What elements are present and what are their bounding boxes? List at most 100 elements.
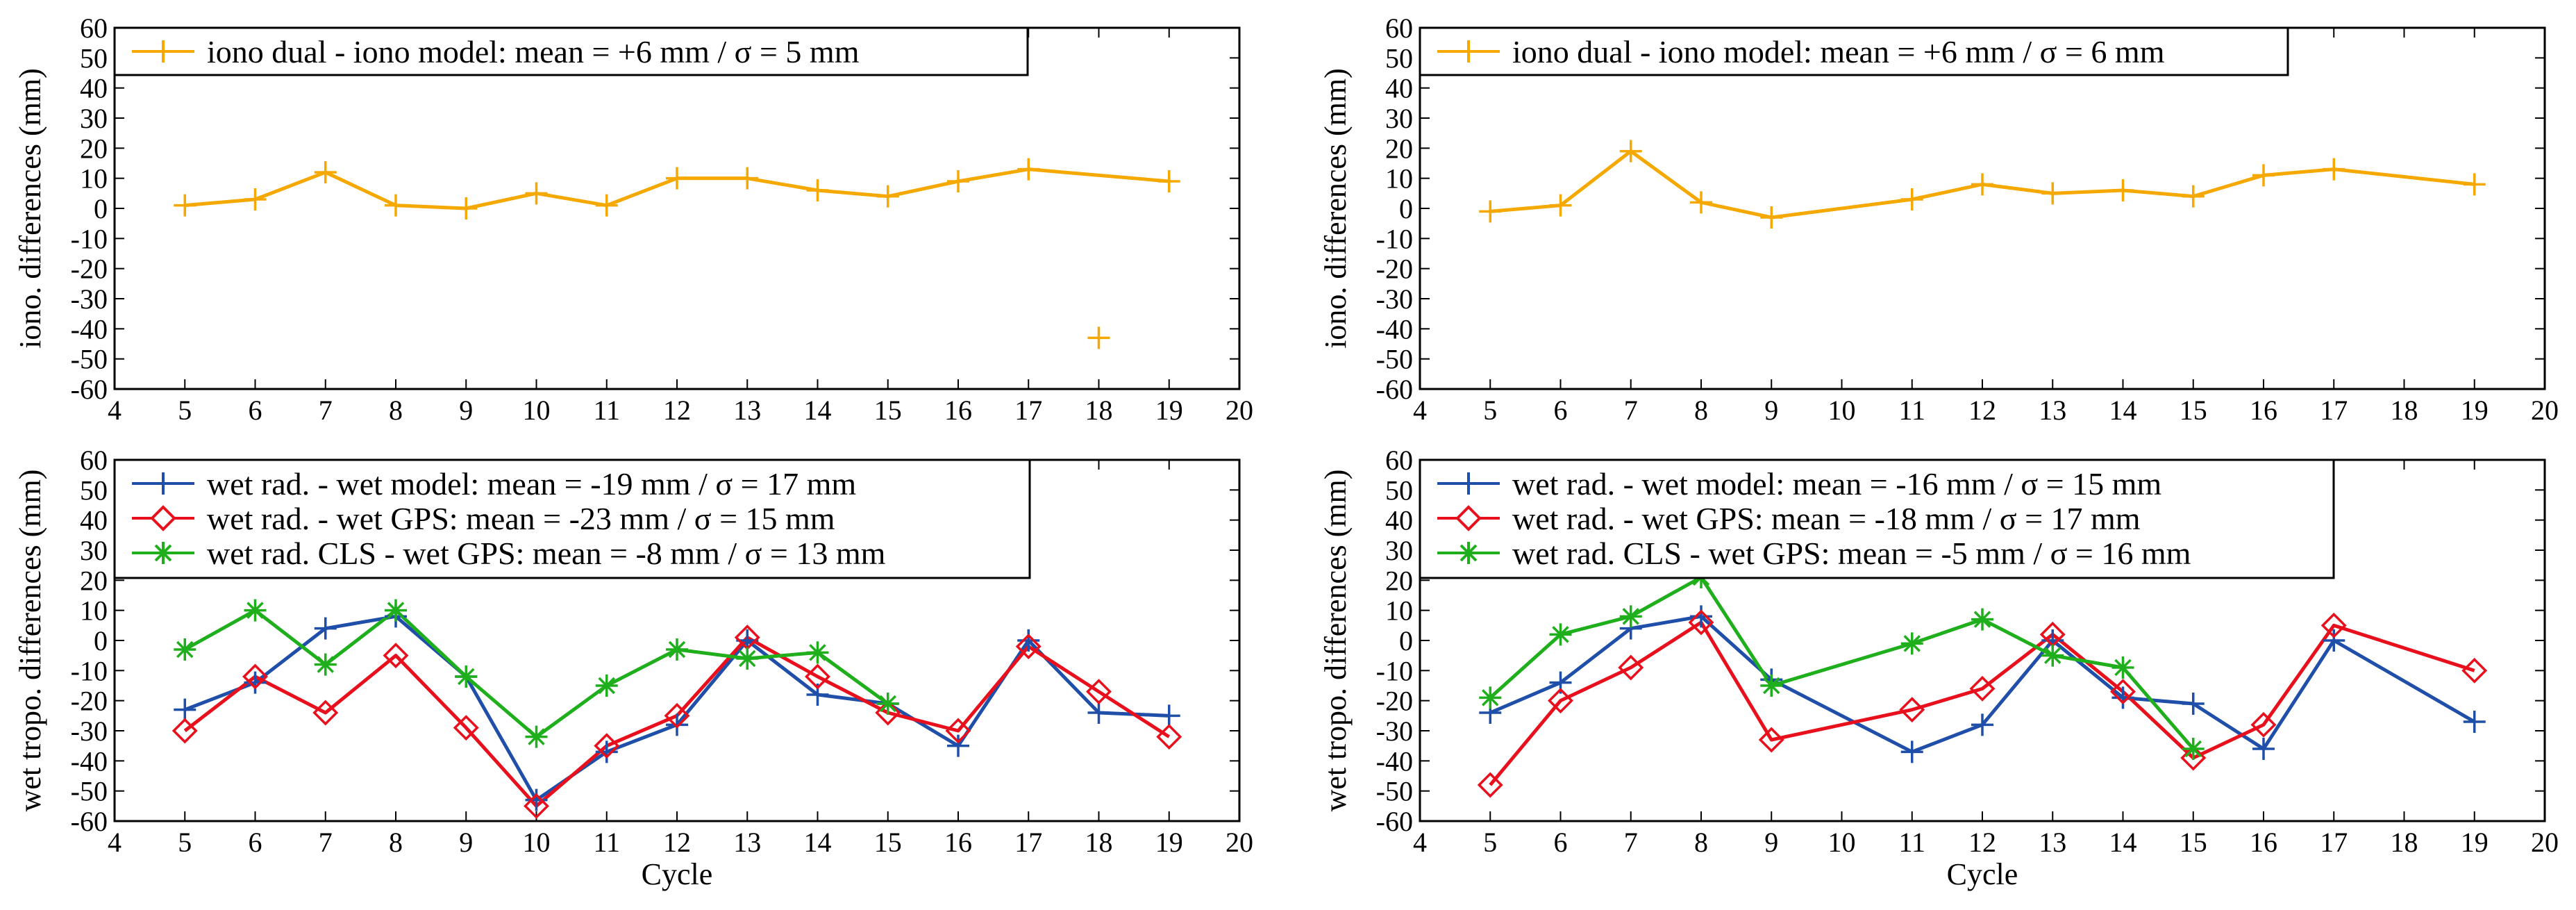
x-tick-label: 19 [1155,827,1183,858]
x-tick-label: 20 [1226,827,1253,858]
y-tick-label: 30 [80,535,108,566]
data-point [1017,158,1040,181]
x-tick-label: 4 [108,827,122,858]
data-point [736,647,759,670]
y-tick-label: 50 [80,42,108,74]
x-tick-label: 9 [459,395,473,426]
data-point [174,698,196,721]
data-point [244,599,267,622]
data-point [2320,612,2347,638]
series-markers [174,158,1180,349]
x-tick-label: 17 [1014,827,1042,858]
data-point [525,725,548,748]
data-point [2252,164,2275,187]
x-axis-label: Cycle [642,857,713,891]
y-tick-label: -30 [1376,283,1413,315]
x-tick-label: 8 [1694,827,1708,858]
legend: wet rad. - wet model: mean = -16 mm / σ … [1419,458,2335,579]
x-tick-label: 15 [874,827,902,858]
data-point [172,718,198,744]
data-point [2250,711,2277,738]
data-point [174,638,196,661]
x-tick-label: 16 [944,395,972,426]
series-line [1489,620,2475,786]
data-point [945,718,971,744]
legend: iono dual - iono model: mean = +6 mm / σ… [1419,26,2289,76]
y-tick-label: 10 [80,163,108,195]
data-point [1899,697,1925,723]
x-tick-label: 18 [1085,395,1113,426]
y-tick-label: -30 [71,283,108,315]
legend-swatch-marker [152,472,174,495]
x-tick-label: 7 [319,395,333,426]
data-point [1087,326,1110,349]
y-tick-label: -30 [1376,715,1413,747]
y-tick-label: 30 [1385,535,1413,566]
legend-label: wet rad. CLS - wet GPS: mean = -5 mm / σ… [1512,536,2191,571]
x-tick-label: 16 [2250,395,2277,426]
x-tick-label: 18 [2391,395,2418,426]
data-point [1758,727,1784,753]
data-point [2041,644,2064,667]
data-point [385,599,407,622]
data-point [455,665,478,688]
legend-label: wet rad. CLS - wet GPS: mean = -8 mm / σ… [207,536,886,571]
y-tick-label: 50 [1385,474,1413,506]
legend-label: wet rad. - wet model: mean = -19 mm / σ … [207,466,856,502]
x-tick-label: 6 [249,827,262,858]
x-tick-label: 11 [593,827,620,858]
panel-wet-tropo-right: 4 5 6 7 8 9 10 11 12 13 14 15 16 17 18 19 20605040302010… [1319,445,2559,891]
data-point [666,167,688,190]
y-tick-label: 0 [94,193,108,224]
legend-label: wet rad. - wet GPS: mean = -23 mm / σ = … [207,501,835,536]
data-point [314,653,337,676]
x-tick-label: 9 [459,827,473,858]
y-tick-label: -60 [71,806,108,837]
data-point [1618,654,1644,681]
legend: wet rad. - wet model: mean = -19 mm / σ … [113,458,1031,579]
x-tick-label: 17 [2320,827,2348,858]
data-point [1157,170,1180,192]
y-tick-label: -20 [71,686,108,717]
legend-label: wet rad. - wet model: mean = -16 mm / σ … [1512,466,2161,502]
y-tick-label: 40 [1385,505,1413,536]
data-point [666,713,688,736]
x-tick-label: 8 [389,827,403,858]
y-tick-label: -60 [1376,806,1413,837]
x-tick-label: 13 [2039,827,2066,858]
x-tick-label: 4 [108,395,122,426]
x-tick-label: 15 [2180,827,2207,858]
data-point [244,188,267,210]
x-tick-label: 13 [733,827,761,858]
x-tick-label: 16 [944,827,972,858]
data-point [2252,738,2275,760]
y-tick-label: -20 [1376,254,1413,285]
x-tick-label: 4 [1413,827,1427,858]
y-tick-label: 60 [80,445,108,476]
data-point [1479,200,1502,223]
data-point [876,693,899,715]
x-tick-label: 17 [1014,395,1042,426]
plot-frame [1419,26,2546,390]
series-markers [1477,566,2488,798]
data-point [2323,629,2345,652]
x-tick-label: 7 [319,827,333,858]
y-tick-label: 0 [1399,193,1413,224]
data-point [2463,173,2486,196]
x-tick-label: 6 [1554,395,1568,426]
x-tick-label: 10 [1828,395,1856,426]
y-tick-label: 40 [1385,73,1413,104]
y-tick-label: -10 [71,223,108,254]
x-tick-label: 14 [2109,395,2137,426]
y-tick-label: 30 [80,103,108,134]
x-tick-label: 12 [663,395,691,426]
x-tick-label: 6 [249,395,262,426]
axis-ticks: 4 5 6 7 8 9 10 11 12 13 14 15 16 17 18 19 20605040302010… [1376,445,2559,858]
series-markers [172,599,1182,819]
y-tick-label: -40 [1376,745,1413,777]
data-point [1549,194,1572,217]
data-point [1690,191,1712,214]
y-tick-label: -10 [1376,655,1413,686]
x-tick-label: 15 [2180,395,2207,426]
